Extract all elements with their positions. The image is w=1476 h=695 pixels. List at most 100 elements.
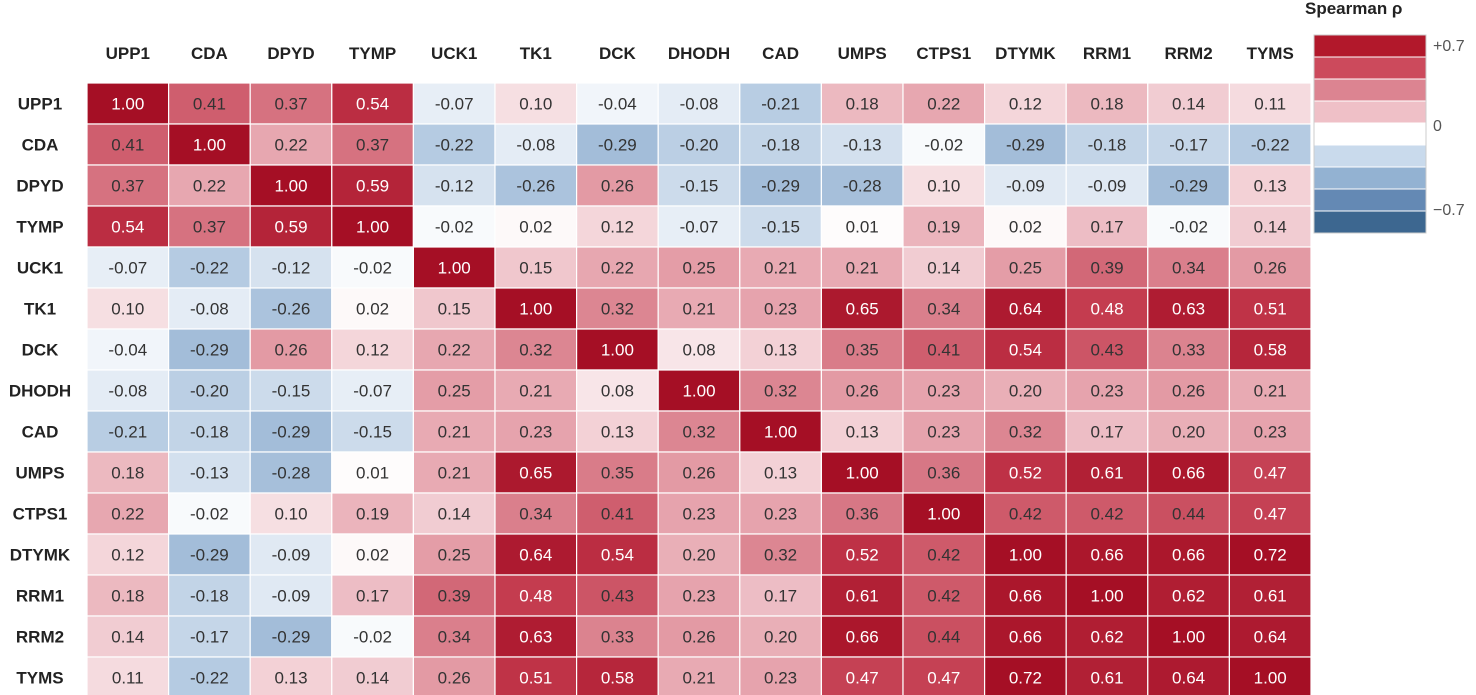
column-label-dpyd: DPYD: [267, 44, 314, 63]
cell-value-label: -0.09: [1088, 177, 1127, 196]
heatmap-cell-dpyd-dtymk: [983, 164, 1067, 207]
cell-value-label: 0.37: [274, 95, 307, 114]
cell-value-label: -0.08: [108, 382, 147, 401]
heatmap-cell-uck1-dck: [575, 246, 659, 289]
heatmap-cell-dck-rrm1: [1065, 328, 1149, 371]
cell-value-label: 0.44: [1172, 505, 1205, 524]
heatmap-cell-uck1-rrm1: [1065, 246, 1149, 289]
cell-value-label: 0.21: [438, 464, 471, 483]
cell-value-label: 0.12: [356, 341, 389, 360]
cell-value-label: 1.00: [193, 136, 226, 155]
legend-swatch: [1313, 100, 1427, 124]
cell-value-label: 0.62: [1172, 587, 1205, 606]
heatmap-cell-rrm1-dhodh: [657, 574, 741, 617]
heatmap-cell-dck-cad: [739, 328, 822, 371]
heatmap-cell-dhodh-uck1: [412, 369, 496, 412]
cell-value-label: -0.09: [1006, 177, 1045, 196]
cell-value-label: 0.66: [1172, 464, 1205, 483]
heatmap-cell-dtymk-rrm1: [1065, 533, 1149, 576]
cell-value-label: 0.52: [846, 546, 879, 565]
cell-value-label: -0.20: [190, 382, 229, 401]
heatmap-cell-rrm1-ctps1: [902, 574, 986, 617]
cell-value-label: 0.14: [111, 628, 144, 647]
heatmap-cell-uck1-upp1: [86, 246, 170, 289]
cell-value-label: 0.10: [111, 300, 144, 319]
heatmap-cell-upp1-upp1: [86, 82, 170, 125]
heatmap-cell-dpyd-dck: [575, 164, 659, 207]
column-label-dhodh: DHODH: [668, 44, 730, 63]
heatmap-cell-tymp-upp1: [86, 205, 170, 248]
heatmap-cell-tyms-umps: [820, 656, 904, 695]
heatmap-cell-rrm1-cad: [739, 574, 822, 617]
cell-value-label: 0.11: [112, 669, 144, 688]
cell-value-label: -0.29: [761, 177, 800, 196]
row-label-cad: CAD: [22, 423, 59, 442]
cell-value-label: 0.39: [1090, 259, 1123, 278]
cell-value-label: 0.15: [438, 300, 471, 319]
column-label-umps: UMPS: [838, 44, 887, 63]
cell-value-label: 0.61: [846, 587, 879, 606]
cell-value-label: -0.26: [272, 300, 311, 319]
cell-value-label: -0.02: [190, 505, 229, 524]
heatmap-cell-umps-tyms: [1228, 451, 1312, 494]
heatmap-cell-dhodh-dpyd: [249, 369, 333, 412]
cell-value-label: -0.22: [1251, 136, 1290, 155]
cell-value-label: -0.20: [680, 136, 719, 155]
column-label-tymp: TYMP: [349, 44, 396, 63]
column-label-uck1: UCK1: [431, 44, 477, 63]
heatmap-cell-tymp-cad: [739, 205, 822, 248]
heatmap-cell-tyms-cad: [739, 656, 822, 695]
cell-value-label: 0.22: [927, 95, 960, 114]
cell-value-label: 0.18: [1090, 95, 1123, 114]
cell-value-label: 0.01: [356, 464, 389, 483]
cell-value-label: 0.13: [1254, 177, 1287, 196]
heatmap-cell-upp1-dhodh: [657, 82, 741, 125]
heatmap-cell-uck1-umps: [820, 246, 904, 289]
heatmap-cell-cda-dtymk: [983, 123, 1067, 166]
cell-value-label: 0.65: [846, 300, 879, 319]
cell-value-label: -0.04: [598, 95, 637, 114]
cell-value-label: 0.22: [193, 177, 226, 196]
cell-value-label: 0.32: [519, 341, 552, 360]
cell-value-label: 0.26: [682, 628, 715, 647]
cell-value-label: 0.12: [1009, 95, 1042, 114]
cell-value-label: 0.61: [1090, 464, 1123, 483]
heatmap-cell-cad-cad: [739, 410, 822, 453]
legend-tick-zero: 0: [1433, 118, 1442, 135]
heatmap-cell-dpyd-cad: [739, 164, 822, 207]
cell-value-label: 0.37: [111, 177, 144, 196]
heatmap-cell-ctps1-umps: [820, 492, 904, 535]
heatmap-cell-cad-tyms: [1228, 410, 1312, 453]
heatmap-cell-ctps1-upp1: [86, 492, 170, 535]
cell-value-label: 0.63: [519, 628, 552, 647]
cell-value-label: -0.02: [353, 628, 392, 647]
cell-value-label: 0.23: [682, 587, 715, 606]
cell-value-label: 0.58: [601, 669, 634, 688]
cell-value-label: 0.37: [193, 218, 226, 237]
cell-value-label: 0.37: [356, 136, 389, 155]
column-label-tk1: TK1: [520, 44, 552, 63]
cell-value-label: 0.19: [927, 218, 960, 237]
heatmap-cell-rrm1-cda: [168, 574, 251, 617]
cell-value-label: -0.15: [272, 382, 311, 401]
cell-value-label: 0.26: [1254, 259, 1287, 278]
cell-value-label: 0.18: [846, 95, 879, 114]
cell-value-label: -0.29: [1169, 177, 1208, 196]
heatmap-cell-tyms-dpyd: [249, 656, 333, 695]
cell-value-label: -0.15: [761, 218, 800, 237]
column-label-rrm2: RRM2: [1165, 44, 1213, 63]
cell-value-label: 0.72: [1254, 546, 1287, 565]
heatmap-cell-uck1-dhodh: [657, 246, 741, 289]
cell-value-label: 0.47: [927, 669, 960, 688]
cell-value-label: 0.54: [601, 546, 634, 565]
cell-value-label: 0.17: [1090, 423, 1123, 442]
heatmap-cell-tk1-umps: [820, 287, 904, 330]
heatmap-cell-cda-dhodh: [657, 123, 741, 166]
cell-value-label: 0.21: [846, 259, 879, 278]
heatmap-cell-cad-ctps1: [902, 410, 986, 453]
heatmap-cell-dtymk-dpyd: [249, 533, 333, 576]
heatmap-cell-umps-umps: [820, 451, 904, 494]
cell-value-label: 0.66: [1009, 628, 1042, 647]
cell-value-label: 0.34: [1172, 259, 1205, 278]
cell-value-label: 0.41: [111, 136, 144, 155]
